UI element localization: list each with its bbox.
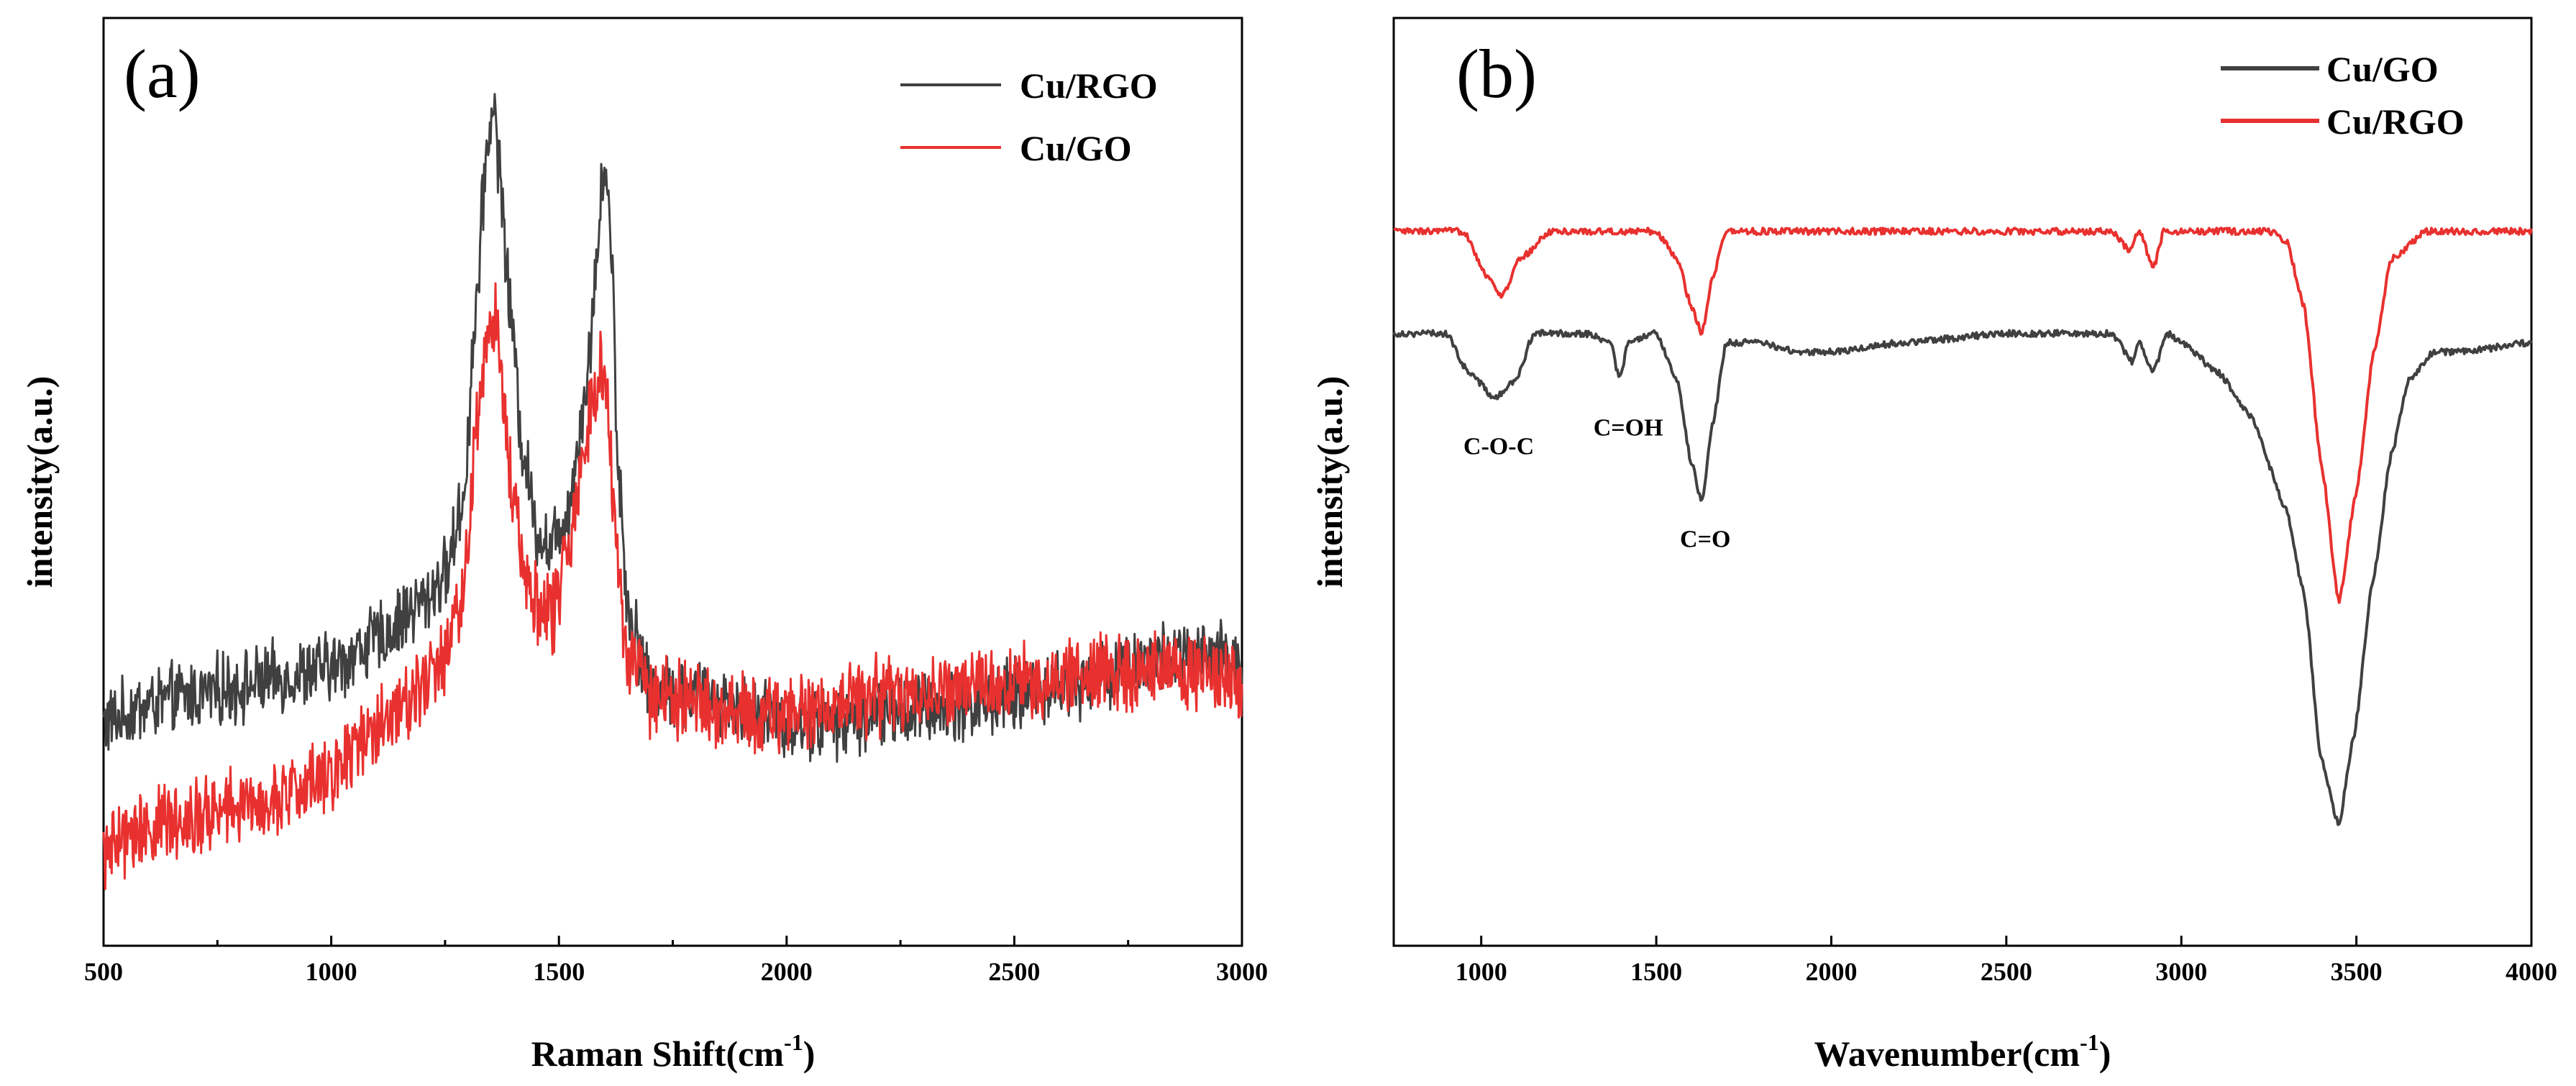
x-tick-label: 2500	[988, 957, 1040, 986]
annotation-label: C-O-C	[1463, 433, 1534, 460]
panel-b-x-ticks: 1000 1500 2000 2500 3000 3500 4000	[1456, 936, 2557, 986]
series-line-cu-go	[102, 282, 1243, 890]
x-tick-label: 1000	[306, 957, 357, 986]
panel-a-y-axis-title: intensity(a.u.)	[19, 376, 60, 588]
legend-label-cu-go-b: Cu/GO	[2326, 49, 2439, 89]
x-tick-label: 3500	[2331, 957, 2383, 986]
x-tick-label: 2000	[761, 957, 813, 986]
panel-b-y-axis-title: intensity(a.u.)	[1310, 376, 1350, 588]
x-tick-label: 1000	[1456, 957, 1507, 986]
panel-a-series	[102, 93, 1243, 890]
legend-label-cu-rgo-b: Cu/RGO	[2326, 101, 2465, 142]
series-line-cu-rgo	[1393, 227, 2533, 604]
panel-b-plot-frame	[1392, 17, 2533, 947]
panel-b-x-axis-title: Wavenumber(cm-1)	[1814, 1029, 2111, 1074]
panel-b-label: (b)	[1456, 35, 1537, 112]
legend-label-cu-go: Cu/GO	[1020, 128, 1132, 168]
x-tick-label: 2500	[1981, 957, 2032, 986]
panel-a-label: (a)	[124, 35, 201, 112]
panel-b-annotations: C-O-C C=OH C=O	[1463, 415, 1730, 553]
series-line-cu-go	[1392, 329, 2533, 826]
panel-b-legend: Cu/GO Cu/RGO	[2221, 49, 2465, 142]
x-tick-label: 3000	[2155, 957, 2207, 986]
panel-b-series	[1392, 227, 2533, 826]
annotation-label: C=OH	[1594, 415, 1663, 442]
panel-a-raman-chart: 500 1000 1500 2000 2500 3000 (a) Cu/RGO Cu/GO…	[19, 17, 1268, 1074]
legend-label-cu-rgo: Cu/RGO	[1020, 65, 1158, 106]
panel-a-x-axis-title: Raman Shift(cm-1)	[531, 1029, 816, 1074]
x-tick-label: 3000	[1216, 957, 1268, 986]
panel-b-ftir-chart: 1000 1500 2000 2500 3000 3500 4000 C-O-C C=OH C=…	[1310, 17, 2557, 1074]
x-tick-label: 1500	[1630, 957, 1682, 986]
x-tick-label: 1500	[533, 957, 585, 986]
x-tick-label: 2000	[1805, 957, 1857, 986]
annotation-label: C=O	[1680, 526, 1730, 552]
panel-a-legend: Cu/RGO Cu/GO	[900, 65, 1158, 168]
panel-a-x-ticks: 500 1000 1500 2000 2500 3000	[84, 936, 1268, 986]
x-tick-label: 4000	[2506, 957, 2557, 986]
x-tick-label: 500	[84, 957, 123, 986]
